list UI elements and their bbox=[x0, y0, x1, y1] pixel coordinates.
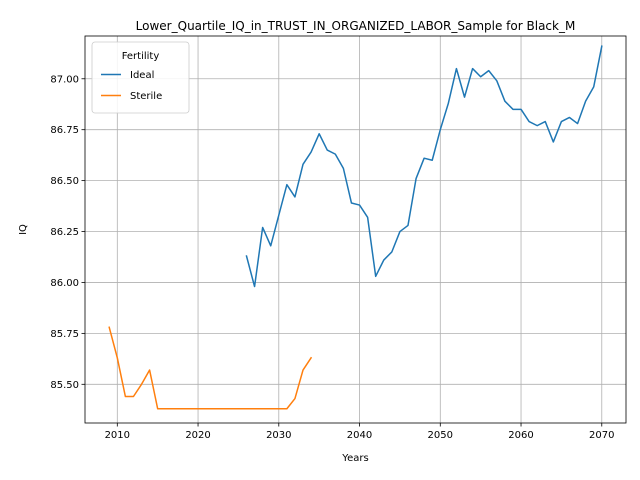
x-tick-label: 2070 bbox=[589, 430, 614, 441]
legend-entry-ideal: Ideal bbox=[130, 70, 154, 81]
legend-title: Fertility bbox=[122, 51, 160, 62]
x-tick-label: 2030 bbox=[266, 430, 291, 441]
x-tick-label: 2050 bbox=[428, 430, 453, 441]
legend-entry-sterile: Sterile bbox=[130, 91, 162, 102]
plot-frame bbox=[84, 35, 627, 424]
x-tick-label: 2020 bbox=[185, 430, 210, 441]
y-tick-label: 85.75 bbox=[50, 329, 79, 340]
y-tick-label: 86.25 bbox=[50, 227, 79, 238]
chart-title: Lower_Quartile_IQ_in_TRUST_IN_ORGANIZED_… bbox=[136, 19, 576, 33]
series-lines bbox=[108, 45, 603, 410]
y-tick-label: 86.75 bbox=[50, 125, 79, 136]
x-tick-label: 2010 bbox=[105, 430, 130, 441]
y-axis-label: IQ bbox=[18, 224, 29, 235]
y-tick-label: 86.00 bbox=[50, 278, 79, 289]
axis-ticks: 2010 2020 2030 2040 2050 2060 2070 85.50 85.75 86… bbox=[50, 74, 614, 441]
x-tick-label: 2040 bbox=[347, 430, 372, 441]
series-line-ideal bbox=[245, 45, 603, 288]
legend: Fertility Ideal Sterile bbox=[91, 41, 190, 114]
x-axis-label: Years bbox=[341, 453, 368, 464]
x-tick-label: 2060 bbox=[508, 430, 533, 441]
y-tick-label: 87.00 bbox=[50, 74, 79, 85]
y-tick-label: 85.50 bbox=[50, 380, 79, 391]
grid-lines bbox=[85, 36, 626, 423]
series-line-sterile bbox=[108, 326, 313, 410]
y-tick-label: 86.50 bbox=[50, 176, 79, 187]
